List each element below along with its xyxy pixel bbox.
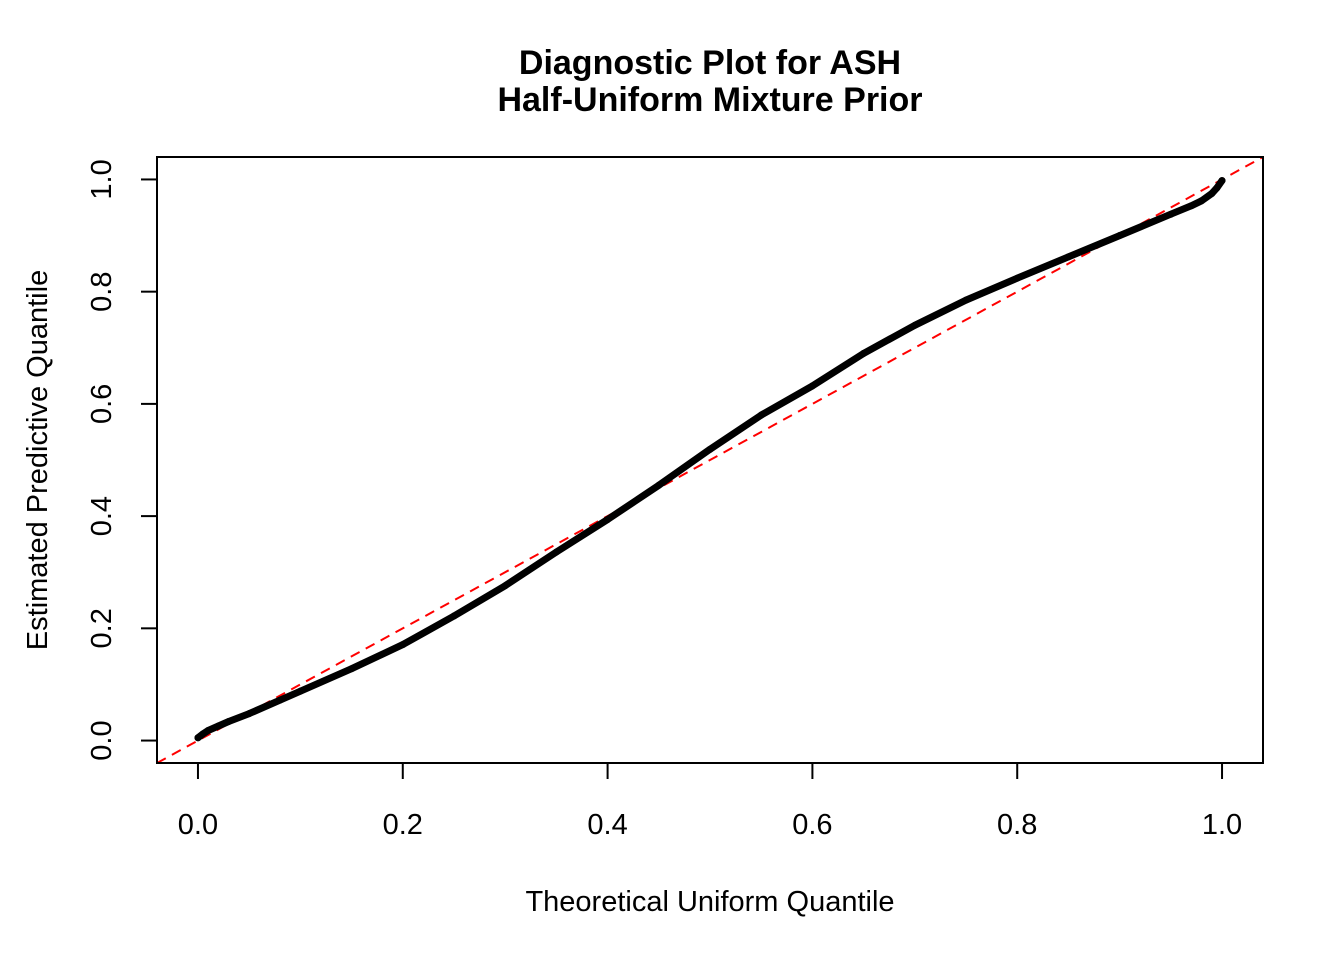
y-tick-label: 0.6	[86, 384, 118, 424]
data-point	[1218, 177, 1226, 185]
x-tick-label: 0.4	[587, 809, 627, 841]
x-tick-label: 0.8	[997, 809, 1037, 841]
y-tick-label: 0.2	[86, 608, 118, 648]
data-point	[1208, 189, 1216, 197]
data-point	[214, 722, 222, 730]
data-point	[757, 411, 765, 419]
data-point	[1064, 253, 1072, 261]
data-point	[225, 717, 233, 725]
data-point	[245, 710, 253, 718]
data-point	[296, 687, 304, 695]
data-point	[604, 515, 612, 523]
data-point	[1213, 184, 1221, 192]
x-tick-label: 0.2	[383, 809, 423, 841]
data-point	[204, 726, 212, 734]
data-point	[399, 641, 407, 649]
y-axis-label: Estimated Predictive Quantile	[22, 270, 54, 650]
data-point	[911, 321, 919, 329]
chart-title: Diagnostic Plot for ASH	[519, 44, 901, 82]
x-tick-label: 0.6	[792, 809, 832, 841]
data-point	[501, 582, 509, 590]
data-point	[199, 730, 207, 738]
data-point	[194, 734, 202, 742]
plot-frame	[156, 156, 1264, 764]
x-tick-label: 0.0	[178, 809, 218, 841]
data-point	[276, 696, 284, 704]
x-axis-label: Theoretical Uniform Quantile	[525, 886, 894, 918]
reference-line	[157, 157, 1263, 763]
data-point	[808, 382, 816, 390]
y-tick-label: 0.8	[86, 272, 118, 312]
chart-subtitle: Half-Uniform Mixture Prior	[497, 81, 922, 119]
data-point	[1198, 197, 1206, 205]
data-point	[1167, 210, 1175, 218]
data-point	[1116, 232, 1124, 240]
data-point	[450, 612, 458, 620]
quantile-curve	[194, 177, 1226, 742]
y-tick-label: 0.0	[86, 720, 118, 760]
x-tick-label: 1.0	[1202, 809, 1242, 841]
data-point	[348, 665, 356, 673]
data-point	[655, 481, 663, 489]
data-point	[962, 296, 970, 304]
y-tick-label: 0.4	[86, 496, 118, 536]
y-tick-label: 1.0	[86, 159, 118, 199]
data-point	[860, 349, 868, 357]
data-point	[552, 548, 560, 556]
data-point	[706, 445, 714, 453]
data-point	[1187, 202, 1195, 210]
data-point	[1013, 274, 1021, 282]
